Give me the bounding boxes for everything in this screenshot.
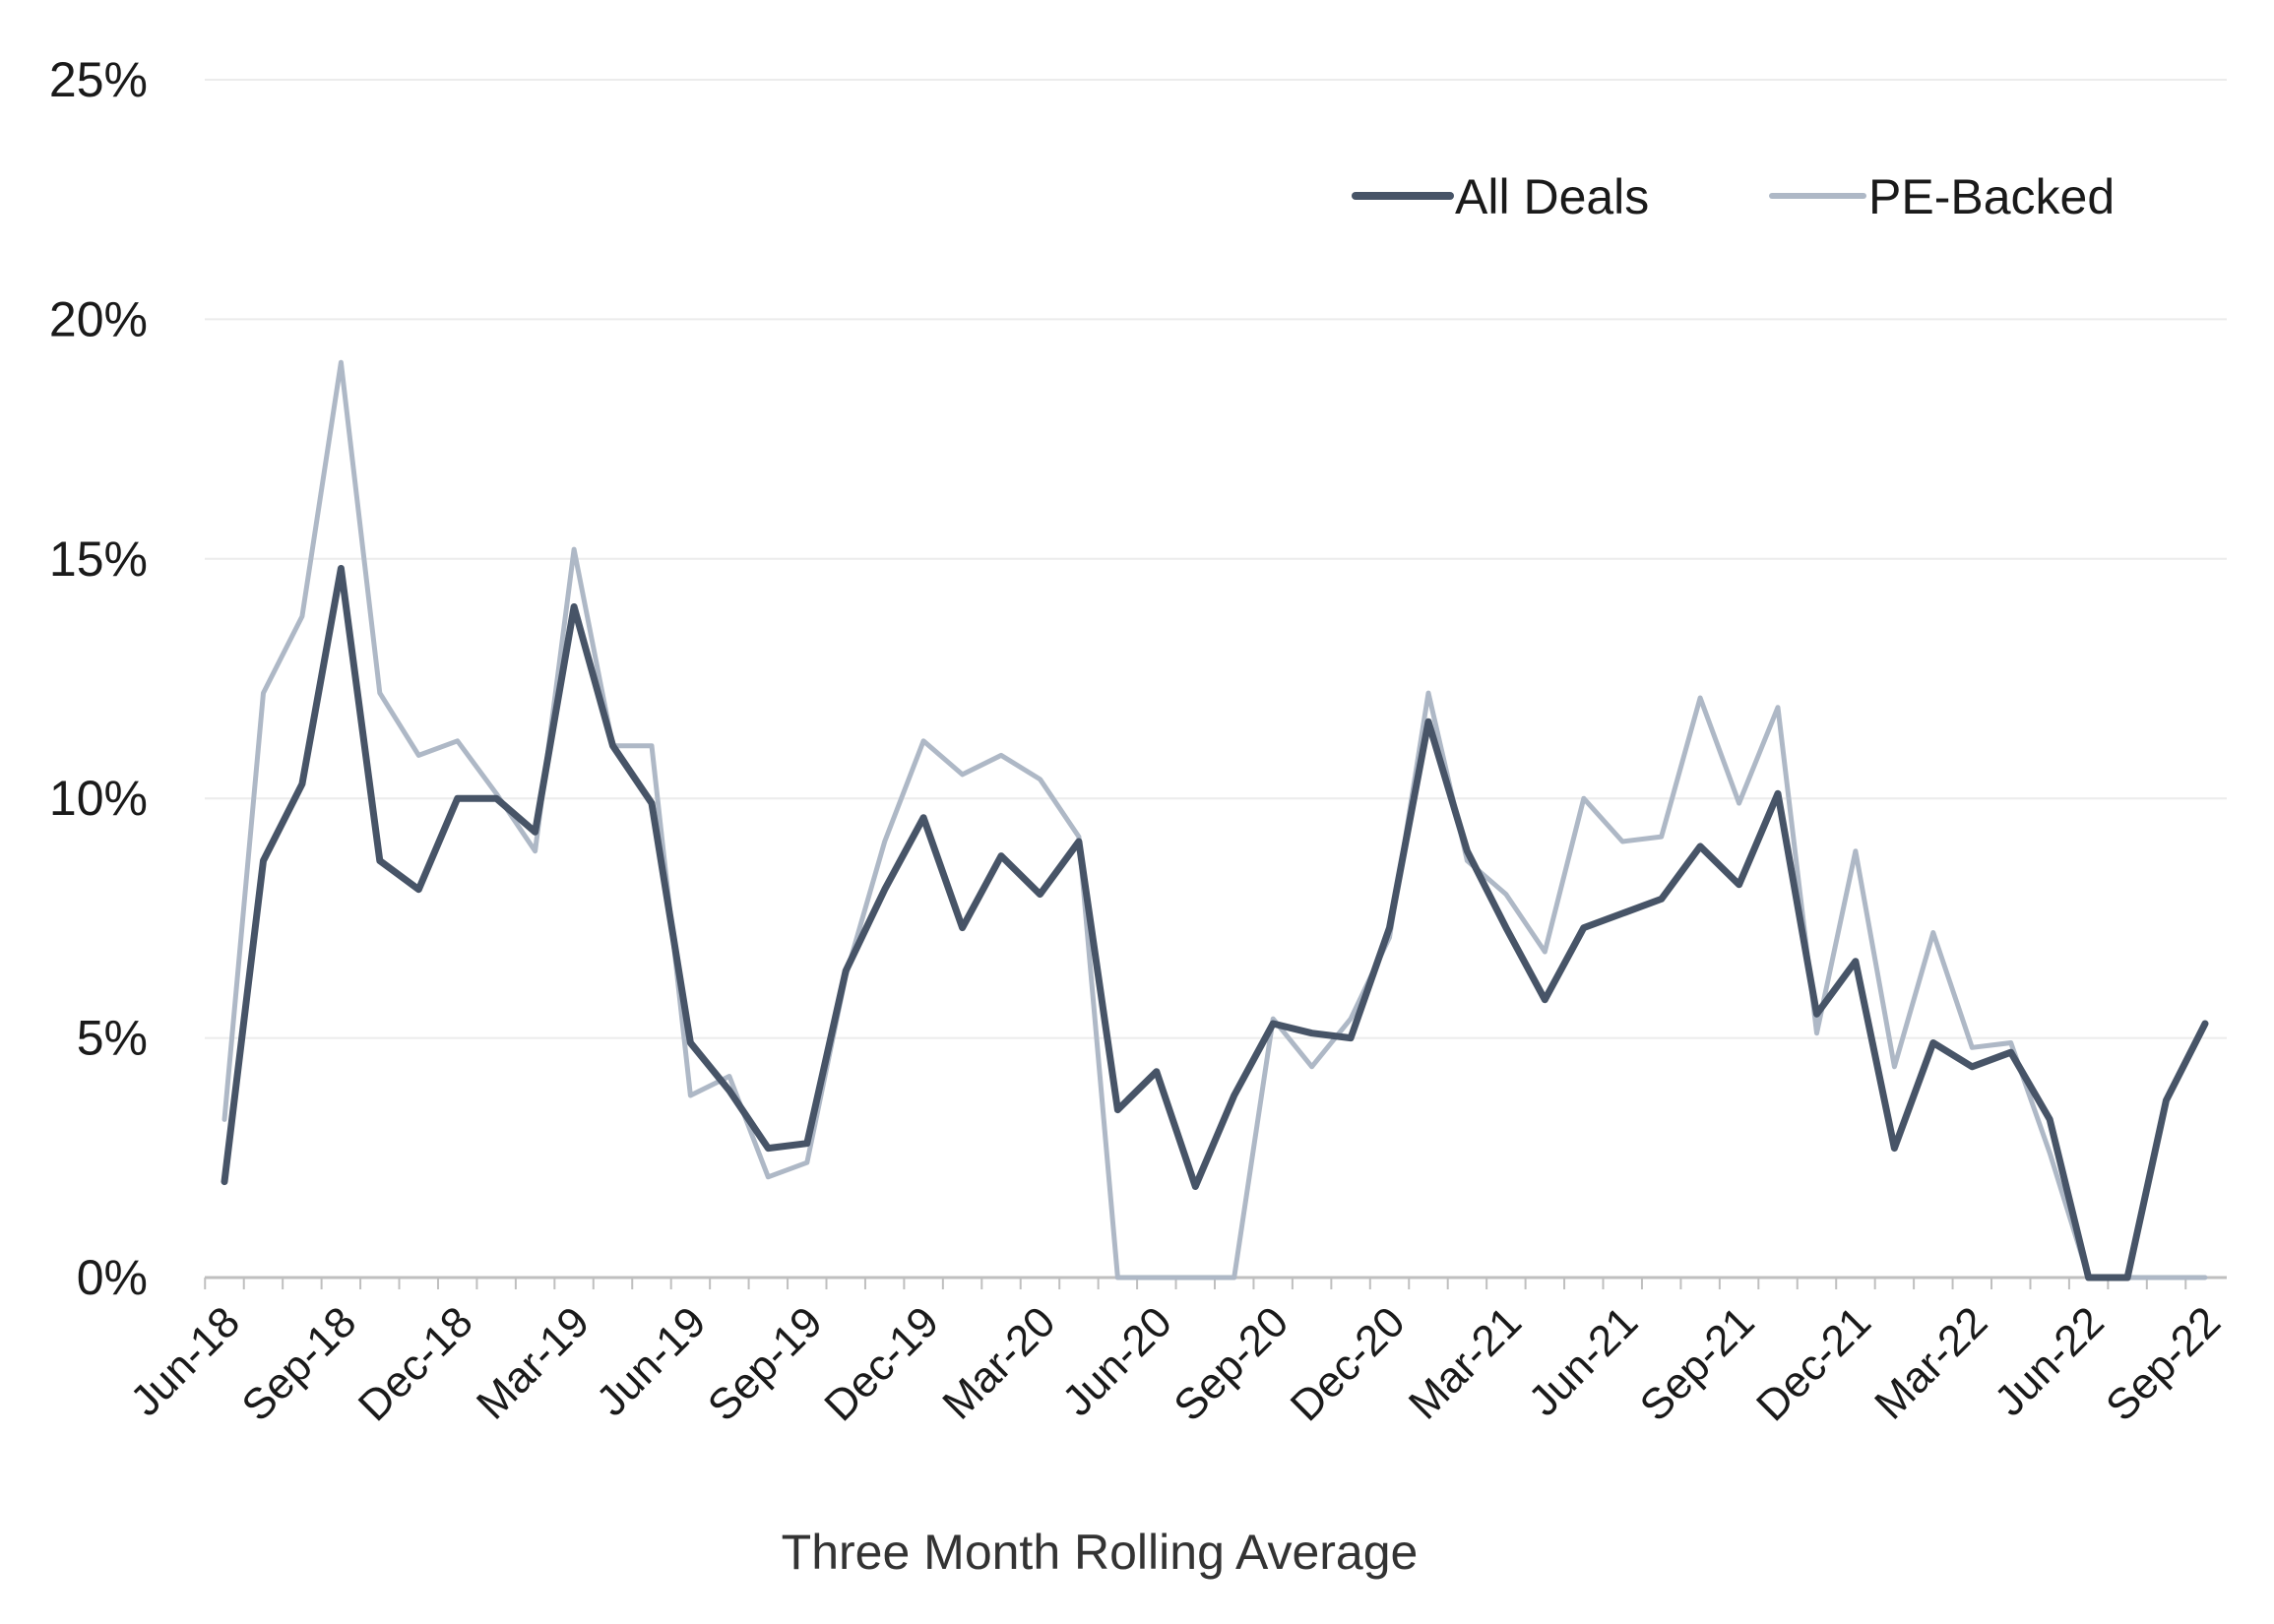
series-lines bbox=[221, 359, 2209, 1281]
x-tick-label: Mar-20 bbox=[933, 1297, 1064, 1428]
x-tick-label: Jun-21 bbox=[1520, 1297, 1648, 1425]
series-line-all-deals bbox=[221, 565, 2209, 1281]
y-tick-label: 5% bbox=[77, 1011, 148, 1066]
x-tick-label: Mar-21 bbox=[1400, 1297, 1531, 1428]
x-axis-ticks: Jun-18Sep-18Dec-18Mar-19Jun-19Sep-19Dec-… bbox=[121, 1297, 2230, 1430]
y-tick-label: 25% bbox=[49, 52, 148, 107]
x-tick-label: Sep-22 bbox=[2097, 1297, 2230, 1430]
x-tick-label: Dec-20 bbox=[1282, 1297, 1415, 1430]
x-tick-label: Dec-18 bbox=[349, 1297, 482, 1430]
x-tick-label: Jun-22 bbox=[1986, 1297, 2114, 1425]
x-tick-label: Mar-19 bbox=[468, 1297, 599, 1428]
y-tick-label: 10% bbox=[49, 771, 148, 826]
x-tick-label: Sep-20 bbox=[1165, 1297, 1297, 1430]
legend-label-pe-backed: PE-Backed bbox=[1868, 169, 2115, 224]
x-tick-label: Jun-20 bbox=[1053, 1297, 1181, 1425]
x-axis-title: Three Month Rolling Average bbox=[782, 1525, 1419, 1580]
x-tick-label: Sep-21 bbox=[1631, 1297, 1764, 1430]
y-tick-label: 15% bbox=[49, 531, 148, 587]
x-tick-label: Sep-19 bbox=[699, 1297, 832, 1430]
x-tick-label: Jun-19 bbox=[588, 1297, 716, 1425]
legend-label-all-deals: All Deals bbox=[1455, 169, 1649, 224]
x-tick-label: Dec-21 bbox=[1747, 1297, 1880, 1430]
y-tick-label: 0% bbox=[77, 1250, 148, 1305]
legend: All Deals PE-Backed bbox=[1352, 169, 2115, 224]
x-tick-label: Jun-18 bbox=[121, 1297, 249, 1425]
x-tick-label: Sep-18 bbox=[232, 1297, 365, 1430]
y-tick-label: 20% bbox=[49, 291, 148, 346]
y-axis-ticks: 0% 5% 10% 15% 20% 25% bbox=[49, 52, 148, 1305]
x-tick-label: Mar-22 bbox=[1865, 1297, 1996, 1428]
x-tick-label: Dec-19 bbox=[815, 1297, 948, 1430]
